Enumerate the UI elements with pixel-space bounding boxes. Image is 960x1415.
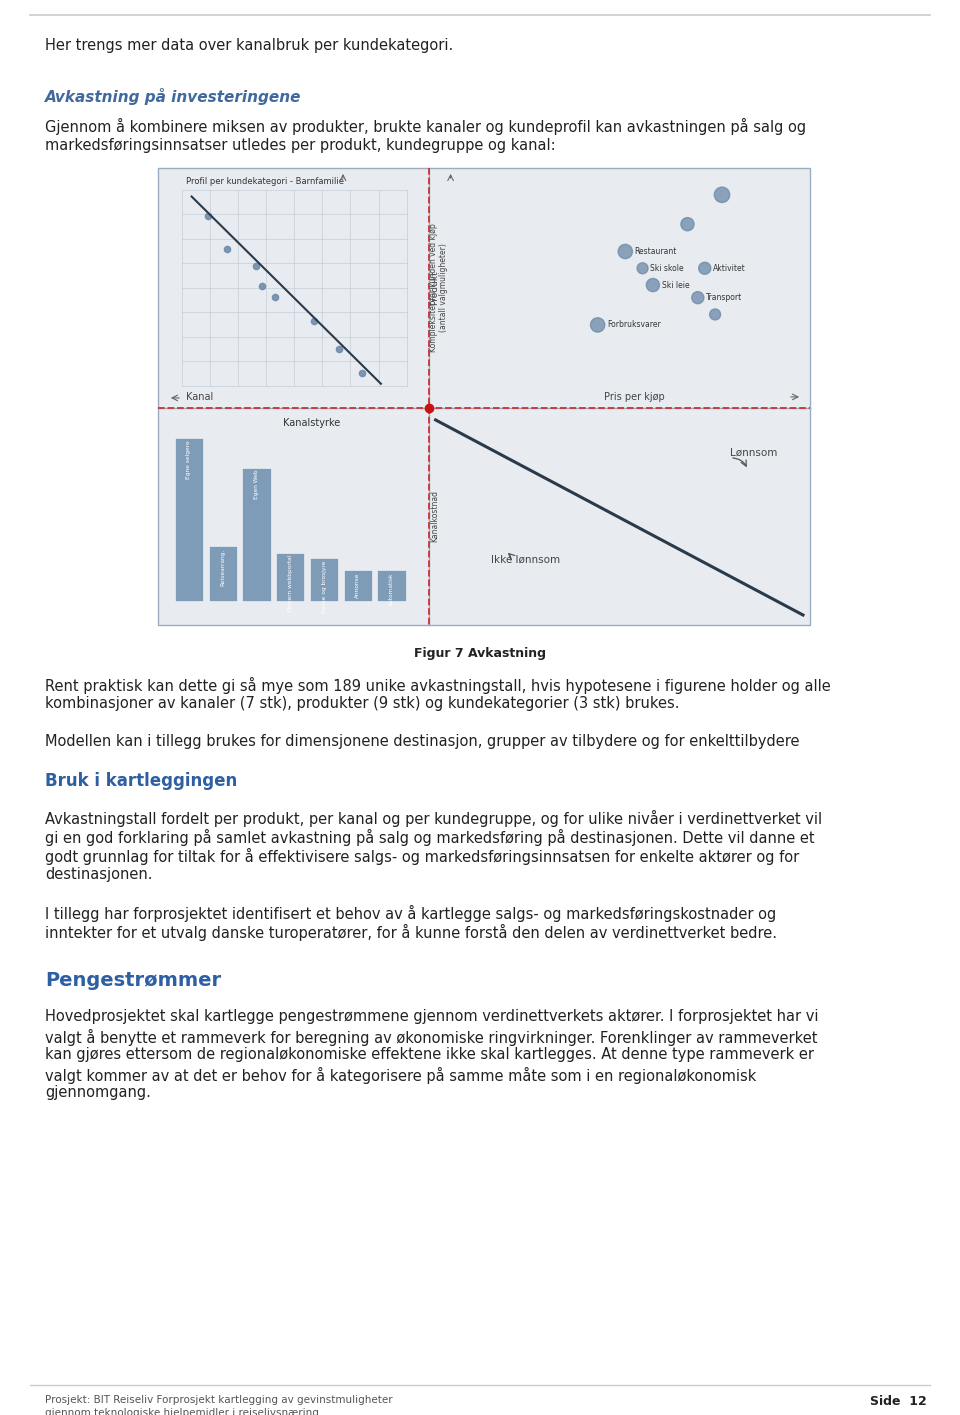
Text: gjennomgang.: gjennomgang. <box>45 1085 151 1101</box>
Text: Lønnsom: Lønnsom <box>730 449 778 458</box>
Text: Ski leie: Ski leie <box>661 280 689 290</box>
Text: Avkastningstall fordelt per produkt, per kanal og per kundegruppe, og for ulike : Avkastningstall fordelt per produkt, per… <box>45 809 822 826</box>
Text: Ski skole: Ski skole <box>650 263 684 273</box>
Text: Modellen kan i tillegg brukes for dimensjonene destinasjon, grupper av tilbydere: Modellen kan i tillegg brukes for dimens… <box>45 734 800 749</box>
Text: Aktivitet: Aktivitet <box>712 263 746 273</box>
Text: Produkt: Produkt <box>430 270 439 306</box>
Bar <box>344 570 372 601</box>
Text: Ekstern webbportal: Ekstern webbportal <box>288 555 293 613</box>
Text: Forbruksvarer: Forbruksvarer <box>607 320 660 330</box>
Text: Kanalstyrke: Kanalstyrke <box>282 417 340 427</box>
Bar <box>377 570 406 601</box>
Text: Kompleksitet for kunden ved kjøp
(antall valgmuligheter): Kompleksitet for kunden ved kjøp (antall… <box>429 224 448 352</box>
Text: godt grunnlag for tiltak for å effektivisere salgs- og markedsføringsinnsatsen f: godt grunnlag for tiltak for å effektivi… <box>45 848 800 865</box>
Text: Reisearrang.: Reisearrang. <box>220 548 226 586</box>
Text: Kanalkostnad: Kanalkostnad <box>430 491 439 542</box>
Text: I tillegg har forprosjektet identifisert et behov av å kartlegge salgs- og marke: I tillegg har forprosjektet identifisert… <box>45 906 777 923</box>
Circle shape <box>590 318 605 333</box>
Text: Prosjekt: BIT Reiseliv Forprosjekt kartlegging av gevinstmuligheter: Prosjekt: BIT Reiseliv Forprosjekt kartl… <box>45 1395 393 1405</box>
Circle shape <box>692 291 704 304</box>
Text: Rent praktisk kan dette gi så mye som 189 unike avkastningstall, hvis hypotesene: Rent praktisk kan dette gi så mye som 18… <box>45 676 830 693</box>
Bar <box>310 559 338 601</box>
Text: Egne selgere: Egne selgere <box>186 440 191 480</box>
Circle shape <box>618 245 633 259</box>
Text: Restaurant: Restaurant <box>635 248 677 256</box>
Text: gjennom teknologiske hjelpemidler i reiselivsnæring: gjennom teknologiske hjelpemidler i reis… <box>45 1408 319 1415</box>
Text: destinasjonen.: destinasjonen. <box>45 867 153 882</box>
Bar <box>208 546 237 601</box>
Circle shape <box>681 218 694 231</box>
Text: inntekter for et utvalg danske turoperatører, for å kunne forstå den delen av ve: inntekter for et utvalg danske turoperat… <box>45 924 777 941</box>
Text: Pris per kjøp: Pris per kjøp <box>604 392 664 402</box>
Text: Hovedprosjektet skal kartlegge pengestrømmene gjennom verdinettverkets aktører. : Hovedprosjektet skal kartlegge pengestrø… <box>45 1009 819 1024</box>
Circle shape <box>637 263 648 273</box>
Text: Kasse og brosjyre: Kasse og brosjyre <box>322 560 326 613</box>
Bar <box>276 553 304 601</box>
Circle shape <box>714 187 730 202</box>
Text: Transport: Transport <box>706 293 742 303</box>
Bar <box>242 467 271 601</box>
Text: Automatisk: Automatisk <box>389 572 395 606</box>
Text: markedsføringsinnsatser utledes per produkt, kundegruppe og kanal:: markedsføringsinnsatser utledes per prod… <box>45 139 556 153</box>
Text: Kanal: Kanal <box>186 392 213 402</box>
Text: Avkastning på investeringene: Avkastning på investeringene <box>45 88 301 105</box>
Text: gi en god forklaring på samlet avkastning på salg og markedsføring på destinasjo: gi en god forklaring på samlet avkastnin… <box>45 829 815 846</box>
Text: valgt å benytte et rammeverk for beregning av økonomiske ringvirkninger. Forenkl: valgt å benytte et rammeverk for beregni… <box>45 1029 818 1046</box>
Text: Gjennom å kombinere miksen av produkter, brukte kanaler og kundeprofil kan avkas: Gjennom å kombinere miksen av produkter,… <box>45 117 806 134</box>
Text: Egen Web: Egen Web <box>254 470 259 499</box>
Circle shape <box>709 308 721 320</box>
Text: Annonse: Annonse <box>355 572 360 597</box>
Bar <box>158 168 810 625</box>
Text: Pengestrømmer: Pengestrømmer <box>45 972 221 990</box>
Text: Profil per kundekategori - Barnfamilie: Profil per kundekategori - Barnfamilie <box>186 177 344 185</box>
Text: kan gjøres ettersom de regionaløkonomiske effektene ikke skal kartlegges. At den: kan gjøres ettersom de regionaløkonomisk… <box>45 1047 814 1063</box>
Bar <box>175 439 204 601</box>
Text: Bruk i kartleggingen: Bruk i kartleggingen <box>45 773 237 790</box>
Circle shape <box>699 262 710 275</box>
Text: Side  12: Side 12 <box>870 1395 926 1408</box>
Text: valgt kommer av at det er behov for å kategorisere på samme måte som i en region: valgt kommer av at det er behov for å ka… <box>45 1067 756 1084</box>
Text: Ikke lønnsom: Ikke lønnsom <box>491 555 560 565</box>
Text: Her trengs mer data over kanalbruk per kundekategori.: Her trengs mer data over kanalbruk per k… <box>45 38 453 52</box>
Text: Figur 7 Avkastning: Figur 7 Avkastning <box>414 647 546 659</box>
Text: kombinasjoner av kanaler (7 stk), produkter (9 stk) og kundekategorier (3 stk) b: kombinasjoner av kanaler (7 stk), produk… <box>45 696 680 710</box>
Circle shape <box>646 279 660 291</box>
